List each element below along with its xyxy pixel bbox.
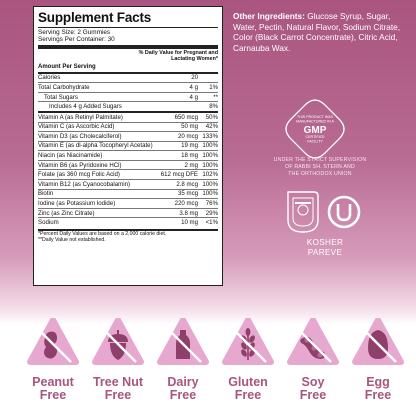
kosher-pareve-label: KOSHER PAREVE (306, 238, 344, 258)
serving-size: Serving Size: 2 Gummies (38, 28, 111, 36)
soybean-icon (287, 318, 339, 365)
milk-bottle-icon (157, 318, 209, 365)
facts-row: Vitamin C (as Ascorbic Acid) 50 mg 42% (38, 123, 218, 133)
facts-row: Sodium 10 mg <1% (38, 219, 218, 227)
facts-row: Folate (as 360 mcg Folic Acid) 612 mcg DF… (38, 171, 218, 181)
peanut-free-item: Peanut Free (20, 318, 86, 402)
stern-kosher-seal-icon (287, 191, 319, 233)
facts-row: Iodine (as Potassium Iodide) 220 mcg 76% (38, 200, 218, 209)
facts-row: Calories 20 (38, 74, 218, 84)
facts-footnote: *Percent Daily Values are based on a 2,0… (38, 229, 218, 244)
dv-header: % Daily Value for Pregnant and Lactating… (138, 50, 218, 63)
facts-row: Vitamin D3 (as Cholecalciferol) 20 mcg 133… (38, 132, 218, 142)
facts-row: Vitamin B6 (as Pyridoxine HCl) 2 mg 100% (38, 161, 218, 171)
facts-row: Vitamin B12 (as Cyanocobalamin) 2.8 mcg 10… (38, 180, 218, 190)
ingredients-label: Other Ingredients: (233, 11, 305, 21)
svg-text:GMP: GMP (304, 125, 327, 136)
svg-text:FACILITY: FACILITY (307, 140, 323, 144)
svg-text:CERTIFIED: CERTIFIED (306, 135, 325, 139)
facts-row: Vitamin E (as dl-alpha Tocopheryl Acetat… (38, 142, 218, 152)
soy-free-item: Soy Free (280, 318, 346, 402)
facts-title: Supplement Facts (38, 10, 218, 28)
gluten-free-item: Gluten Free (215, 318, 281, 402)
facts-header-row: % Daily Value for Pregnant and Lactating… (38, 49, 218, 63)
kosher-certification-logos (287, 191, 361, 233)
facts-row: Total Carbohydrate 4 g 1% (38, 83, 218, 93)
supplement-facts-panel: Supplement Facts Serving Size: 2 Gummies… (33, 6, 223, 286)
facts-row: Zinc (as Zinc Citrate) 3.8 mg 29% (38, 209, 218, 219)
acorn-icon (92, 318, 144, 365)
gmp-certified-badge: THIS PRODUCT WAS MANUFACTURED IN A GMP C… (285, 99, 345, 159)
ingredients-text: Glucose Syrup, Sugar, Water, Pectin, Nat… (233, 11, 401, 53)
peanut-icon (27, 318, 79, 365)
other-ingredients: Other Ingredients: Glucose Syrup, Sugar,… (233, 11, 411, 53)
facts-row: Vitamin A (as Retinyl Palmitate) 650 mcg 5… (38, 113, 218, 123)
servings-per-container: Servings Per Container: 30 (38, 35, 115, 43)
dairy-free-item: Dairy Free (150, 318, 216, 402)
svg-text:MANUFACTURED IN A: MANUFACTURED IN A (296, 120, 334, 124)
thick-divider (38, 45, 218, 50)
facts-row: Biotin 35 mcg 100% (38, 190, 218, 200)
wheat-icon (222, 318, 274, 365)
facts-row: Niacin (as Niacinamide) 18 mg 100% (38, 152, 218, 161)
orthodox-union-icon (327, 195, 361, 229)
facts-row: Includes 4 g Added Sugars 8% (38, 102, 218, 113)
egg-free-item: Egg Free (345, 318, 411, 402)
amount-header: Amount Per Serving (38, 64, 218, 74)
egg-icon (352, 318, 404, 365)
tree-nut-free-item: Tree Nut Free (85, 318, 151, 402)
facts-row: Total Sugars 4 g ** (38, 93, 218, 103)
supervision-text: UNDER THE STRICT SUPERVISION OF RABBI SH… (273, 157, 367, 178)
svg-text:THIS PRODUCT WAS: THIS PRODUCT WAS (297, 115, 334, 119)
